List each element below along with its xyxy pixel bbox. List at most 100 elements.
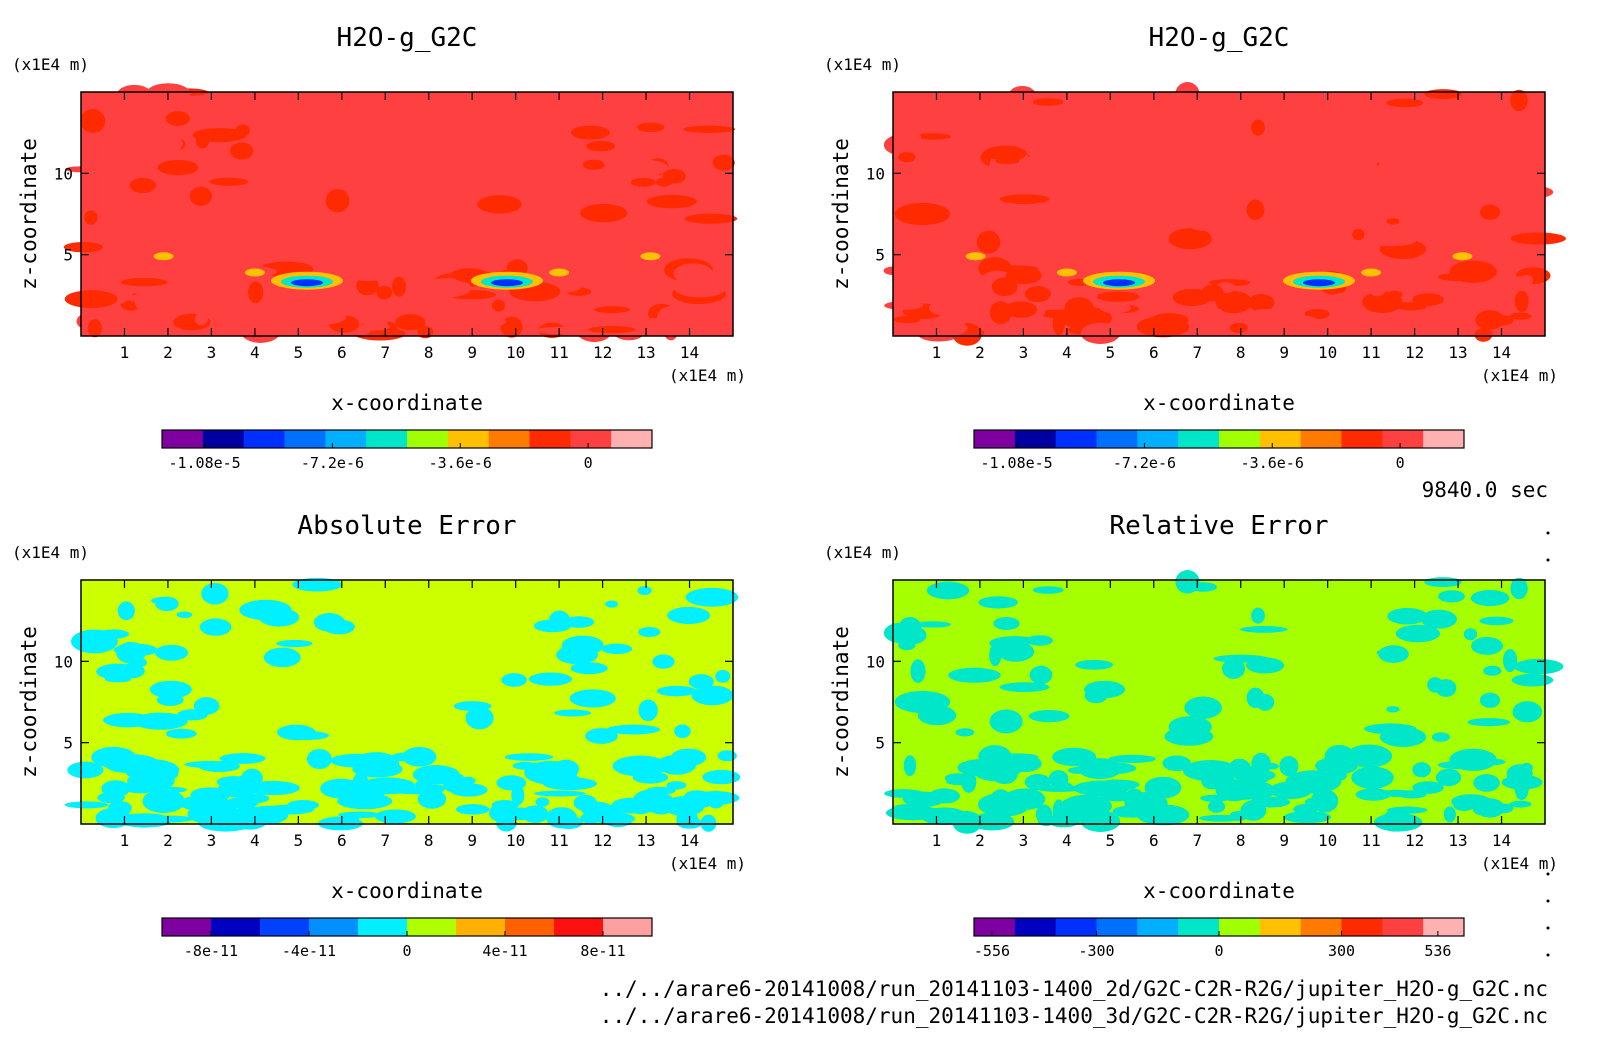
x-unit-label: (x1E4 m) xyxy=(1481,366,1558,385)
field-patch xyxy=(294,309,347,325)
x-tick-label: 14 xyxy=(1492,343,1511,362)
x-tick-label: 7 xyxy=(1192,343,1202,362)
colorbar-tick-label: 0 xyxy=(584,454,593,472)
field-patch xyxy=(561,635,604,656)
field-patch xyxy=(1293,315,1318,327)
field-patch xyxy=(149,680,192,699)
colorbar-swatch xyxy=(1300,430,1342,448)
field-patch xyxy=(1028,710,1070,723)
x-tick-label: 13 xyxy=(1448,831,1467,850)
x-tick-label: 8 xyxy=(424,831,434,850)
field-patch xyxy=(1424,89,1462,100)
field-patch xyxy=(201,582,229,605)
colorbar-swatch xyxy=(1382,918,1424,936)
field-patch xyxy=(125,783,155,794)
marker-dot xyxy=(1546,558,1550,562)
x-tick-label: 8 xyxy=(1236,343,1246,362)
x-tick-label: 4 xyxy=(1062,831,1072,850)
field-patch xyxy=(652,654,675,669)
field-patch xyxy=(1287,161,1338,168)
panel-title: H2O-g_G2C xyxy=(337,23,478,53)
field-patch xyxy=(711,259,728,277)
colorbar: -8e-11 -4e-11 0 4e-11 8e-11 xyxy=(161,917,653,960)
x-tick-label: 14 xyxy=(680,831,699,850)
field-patch xyxy=(189,186,213,206)
x-tick-label: 5 xyxy=(1106,343,1116,362)
field-patch xyxy=(546,807,578,829)
field-patch xyxy=(580,203,628,223)
x-tick-label: 8 xyxy=(424,343,434,362)
x-tick-label: 1 xyxy=(932,343,942,362)
field-patch xyxy=(1471,636,1503,655)
field-patch xyxy=(1053,108,1068,117)
colorbar-swatch xyxy=(974,918,1016,936)
field-patch xyxy=(570,662,608,675)
colorbar-swatch xyxy=(529,430,571,448)
field-patch xyxy=(157,159,199,176)
feature-small xyxy=(1361,268,1382,277)
field-patch xyxy=(204,269,242,286)
field-patch xyxy=(139,204,189,211)
x-tick-label: 6 xyxy=(337,343,347,362)
field-patch xyxy=(1520,762,1533,773)
colorbar-tick-label: 0 xyxy=(1396,454,1405,472)
field-patch xyxy=(955,728,975,737)
field-patch xyxy=(292,577,343,592)
field-patch xyxy=(1229,322,1248,333)
field-patch xyxy=(630,177,656,187)
field-patch xyxy=(165,255,215,280)
field-patch xyxy=(1443,806,1456,823)
y-tick-label: 5 xyxy=(63,734,73,753)
field-patch xyxy=(230,806,270,830)
y-tick-label: 5 xyxy=(875,734,885,753)
x-tick-label: 5 xyxy=(294,343,304,362)
x-tick-label: 8 xyxy=(1236,831,1246,850)
field-patch xyxy=(1012,118,1035,128)
x-tick-label: 10 xyxy=(1318,343,1337,362)
field-patch xyxy=(1514,290,1529,312)
field-patch xyxy=(1364,723,1417,735)
field-patch xyxy=(1035,784,1083,792)
field-patch xyxy=(1386,318,1428,326)
colorbar-swatch xyxy=(1341,918,1383,936)
feature-core xyxy=(1103,279,1136,287)
field-patch xyxy=(491,299,505,312)
field-patch xyxy=(215,235,244,249)
field-patch xyxy=(1438,590,1465,603)
field-patch xyxy=(165,728,197,739)
field-patch xyxy=(511,785,525,806)
field-patch xyxy=(193,797,210,812)
colorbar-swatch xyxy=(488,430,530,448)
field-patch xyxy=(893,316,921,324)
field-patch xyxy=(683,125,736,133)
panel-1: H2O-g_G2C(x1E4 m)1 2 3 4 5 6 7 8 9 10 11 12 13 14510(… xyxy=(12,23,746,472)
field-patch xyxy=(64,801,109,809)
field-patch xyxy=(340,812,360,822)
x-tick-label: 4 xyxy=(1062,343,1072,362)
colorbar-swatch xyxy=(243,430,285,448)
field-patch xyxy=(226,796,259,809)
colorbar-swatch xyxy=(202,430,245,448)
field-patch xyxy=(989,709,1023,734)
field-patch xyxy=(64,290,118,309)
field-patch xyxy=(1427,189,1444,205)
field-patch xyxy=(340,264,396,281)
field-patch xyxy=(993,617,1020,630)
field-patch xyxy=(646,194,697,209)
field-patch xyxy=(104,201,137,218)
y-unit-label: (x1E4 m) xyxy=(12,55,89,74)
field-patch xyxy=(63,241,104,253)
colorbar: -1.08e-5 -7.2e-6 -3.6e-6 0 xyxy=(161,429,653,472)
x-tick-label: 9 xyxy=(1279,343,1289,362)
field-patch xyxy=(612,755,668,777)
colorbar-tick-label: 0 xyxy=(402,942,411,960)
field-patch xyxy=(1511,185,1554,199)
field-patch xyxy=(534,790,586,797)
field-patch xyxy=(1483,665,1502,676)
field-patch xyxy=(165,111,190,126)
panel-title: H2O-g_G2C xyxy=(1149,23,1290,53)
field-patch xyxy=(673,263,714,285)
x-tick-label: 7 xyxy=(380,831,390,850)
colorbar-swatch xyxy=(456,918,506,936)
